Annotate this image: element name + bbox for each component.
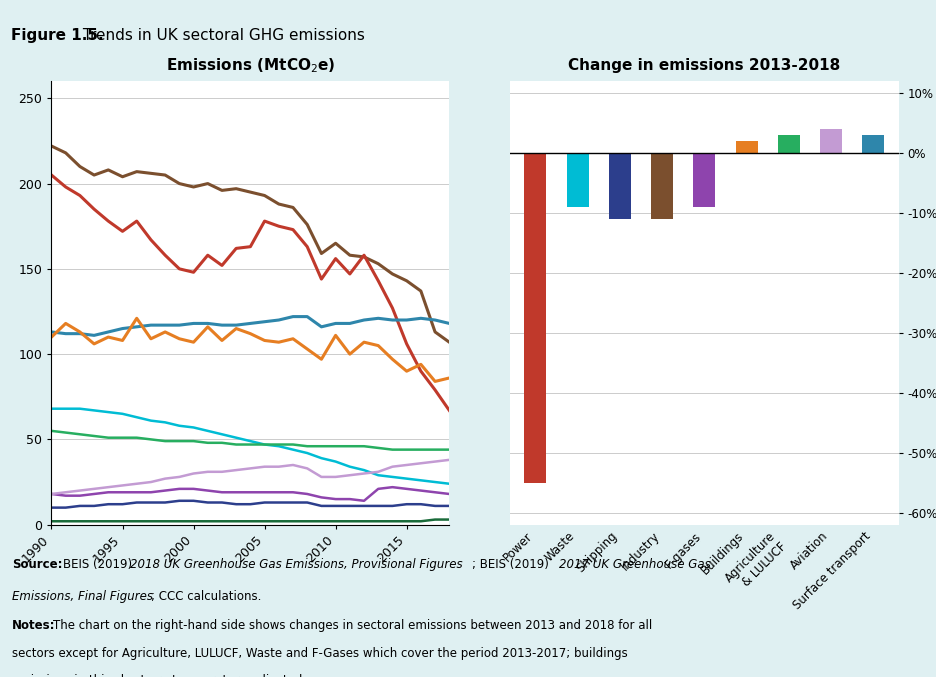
Title: Change in emissions 2013-2018: Change in emissions 2013-2018 <box>568 58 841 73</box>
Text: ; BEIS (2019): ; BEIS (2019) <box>472 558 552 571</box>
Text: 2018 UK Greenhouse Gas Emissions, Provisional Figures: 2018 UK Greenhouse Gas Emissions, Provis… <box>130 558 462 571</box>
Text: Figure 1.5.: Figure 1.5. <box>11 28 104 43</box>
Text: emissions in this chart are temperature-adjusted.: emissions in this chart are temperature-… <box>12 674 306 677</box>
Text: ; CCC calculations.: ; CCC calculations. <box>151 590 261 603</box>
Bar <box>566 153 589 207</box>
Bar <box>862 135 885 153</box>
Text: sectors except for Agriculture, LULUCF, Waste and F-Gases which cover the period: sectors except for Agriculture, LULUCF, … <box>12 647 628 660</box>
Bar <box>651 153 673 219</box>
Text: Notes:: Notes: <box>12 619 55 632</box>
Text: Source:: Source: <box>12 558 63 571</box>
Text: BEIS (2019): BEIS (2019) <box>63 558 136 571</box>
Bar <box>820 129 842 153</box>
Bar <box>694 153 715 207</box>
Text: 2017 UK Greenhouse Gas: 2017 UK Greenhouse Gas <box>559 558 710 571</box>
Text: Trends in UK sectoral GHG emissions: Trends in UK sectoral GHG emissions <box>78 28 364 43</box>
Text: The chart on the right-hand side shows changes in sectoral emissions between 201: The chart on the right-hand side shows c… <box>53 619 652 632</box>
Title: Emissions (MtCO$_2$e): Emissions (MtCO$_2$e) <box>166 56 335 75</box>
Bar <box>609 153 631 219</box>
Bar <box>524 153 547 483</box>
Bar <box>736 141 757 153</box>
Text: Emissions, Final Figures: Emissions, Final Figures <box>12 590 154 603</box>
Bar <box>778 135 799 153</box>
